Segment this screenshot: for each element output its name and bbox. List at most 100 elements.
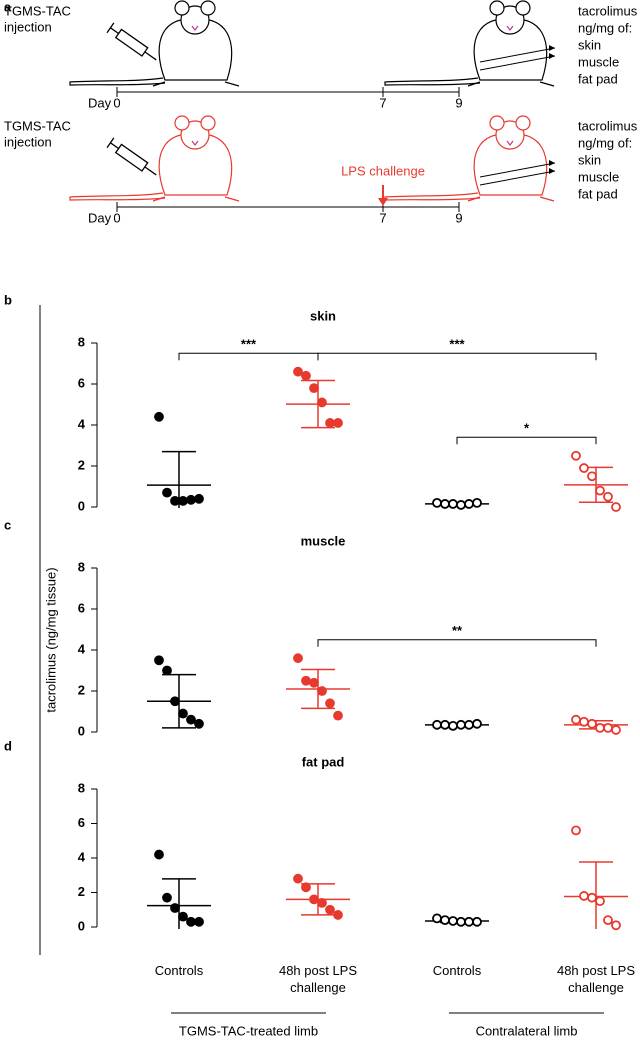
- injection-label: TGMS-TAC: [4, 3, 71, 18]
- readout-label: ng/mg of:: [578, 20, 632, 35]
- chart-title: fat pad: [302, 754, 345, 769]
- syringe: [106, 137, 157, 176]
- syringe-barrel: [114, 28, 149, 57]
- data-point: [595, 485, 605, 496]
- data-point: [162, 892, 172, 903]
- data-point: [571, 714, 581, 725]
- injection-label: TGMS-TAC: [4, 118, 71, 133]
- data-point: [440, 499, 450, 509]
- y-axis-label: tacrolimus (ng/mg tissue): [43, 567, 58, 712]
- data-point: [448, 499, 458, 509]
- plot-area: [147, 668, 628, 730]
- timeline-tick-label: 9: [455, 95, 462, 110]
- data-point: [162, 487, 172, 498]
- x-tick-label: Controls: [432, 963, 482, 978]
- data-point: [603, 491, 613, 502]
- data-point: [194, 493, 204, 504]
- readout-label: tacrolimus: [578, 118, 638, 133]
- data-point: [432, 913, 442, 924]
- y-tick-label: 2: [78, 457, 85, 472]
- data-point: [325, 698, 335, 709]
- data-point: [456, 916, 466, 927]
- chart-title: skin: [310, 308, 336, 323]
- data-point: [579, 891, 589, 901]
- mouse-drawing: [384, 115, 555, 202]
- mouse-head: [180, 120, 210, 150]
- data-point: [432, 719, 442, 730]
- data-point: [301, 370, 311, 381]
- data-point: [309, 383, 319, 394]
- significance-label: **: [452, 623, 463, 638]
- mouse-head: [180, 5, 210, 35]
- mouse-tail: [384, 77, 481, 86]
- y-tick-label: 6: [78, 600, 85, 615]
- data-point: [456, 500, 466, 510]
- data-point: [333, 710, 343, 721]
- mouse-ear: [174, 115, 190, 131]
- x-tick-label: 48h post LPS challenge: [278, 963, 358, 995]
- data-point: [170, 495, 180, 506]
- y-tick-label: 8: [78, 559, 85, 574]
- readout-label: tacrolimus: [578, 3, 638, 18]
- challenge-label: LPS challenge: [341, 163, 425, 178]
- mouse-ear: [174, 0, 190, 16]
- mouse-nose: [506, 25, 514, 31]
- mouse-drawing: [69, 0, 240, 87]
- data-point: [333, 910, 343, 920]
- mouse-tail: [69, 77, 166, 86]
- mouse-foot: [467, 81, 555, 87]
- readout-label: ng/mg of:: [578, 135, 632, 150]
- arrowheads: [549, 45, 555, 59]
- data-point: [178, 911, 188, 922]
- timeline-tick-label: 0: [113, 210, 120, 225]
- data-point: [571, 450, 581, 461]
- mouse-head: [495, 5, 525, 35]
- syringe-handle: [106, 137, 115, 149]
- significance-label: ***: [449, 337, 465, 352]
- data-point: [178, 708, 188, 719]
- data-point: [587, 471, 597, 482]
- y-tick-label: 8: [78, 780, 85, 795]
- data-point: [293, 873, 303, 884]
- data-point: [194, 718, 204, 729]
- data-point: [170, 696, 180, 707]
- mouse-head: [495, 120, 525, 150]
- data-point: [170, 903, 180, 913]
- plot-area: [147, 379, 628, 508]
- y-tick-label: 8: [78, 334, 85, 349]
- timeline-tick-label: 0: [113, 95, 120, 110]
- syringe-plunger: [110, 142, 119, 150]
- data-point: [301, 882, 311, 893]
- mouse-ear: [489, 0, 505, 16]
- challenge-arrowhead: [378, 198, 388, 206]
- panel-letter: a: [4, 0, 12, 14]
- data-point: [587, 892, 597, 903]
- data-point: [571, 825, 581, 836]
- data-point: [293, 366, 303, 377]
- arrowheads: [549, 160, 555, 174]
- syringe-handle: [106, 22, 115, 34]
- data-point: [472, 718, 482, 729]
- data-point: [595, 896, 605, 907]
- data-point: [448, 720, 458, 731]
- timeline-tick-label: 7: [379, 95, 386, 110]
- y-tick-label: 0: [78, 918, 85, 933]
- data-point: [293, 653, 303, 664]
- data-point: [309, 677, 319, 688]
- mouse-tail: [69, 192, 166, 201]
- data-point: [448, 916, 458, 926]
- data-point: [587, 718, 597, 729]
- group-label: Contralateral limb: [476, 1023, 578, 1038]
- data-point: [611, 920, 621, 931]
- data-point: [440, 719, 450, 730]
- data-point: [464, 916, 474, 927]
- data-point: [603, 915, 613, 925]
- biopsy-arrows: [479, 162, 556, 186]
- y-tick-label: 0: [78, 498, 85, 513]
- mouse-ear: [515, 115, 531, 131]
- syringe-needle: [144, 166, 157, 176]
- mouse-drawing: [384, 0, 555, 87]
- data-point: [186, 916, 196, 927]
- data-point: [333, 418, 343, 428]
